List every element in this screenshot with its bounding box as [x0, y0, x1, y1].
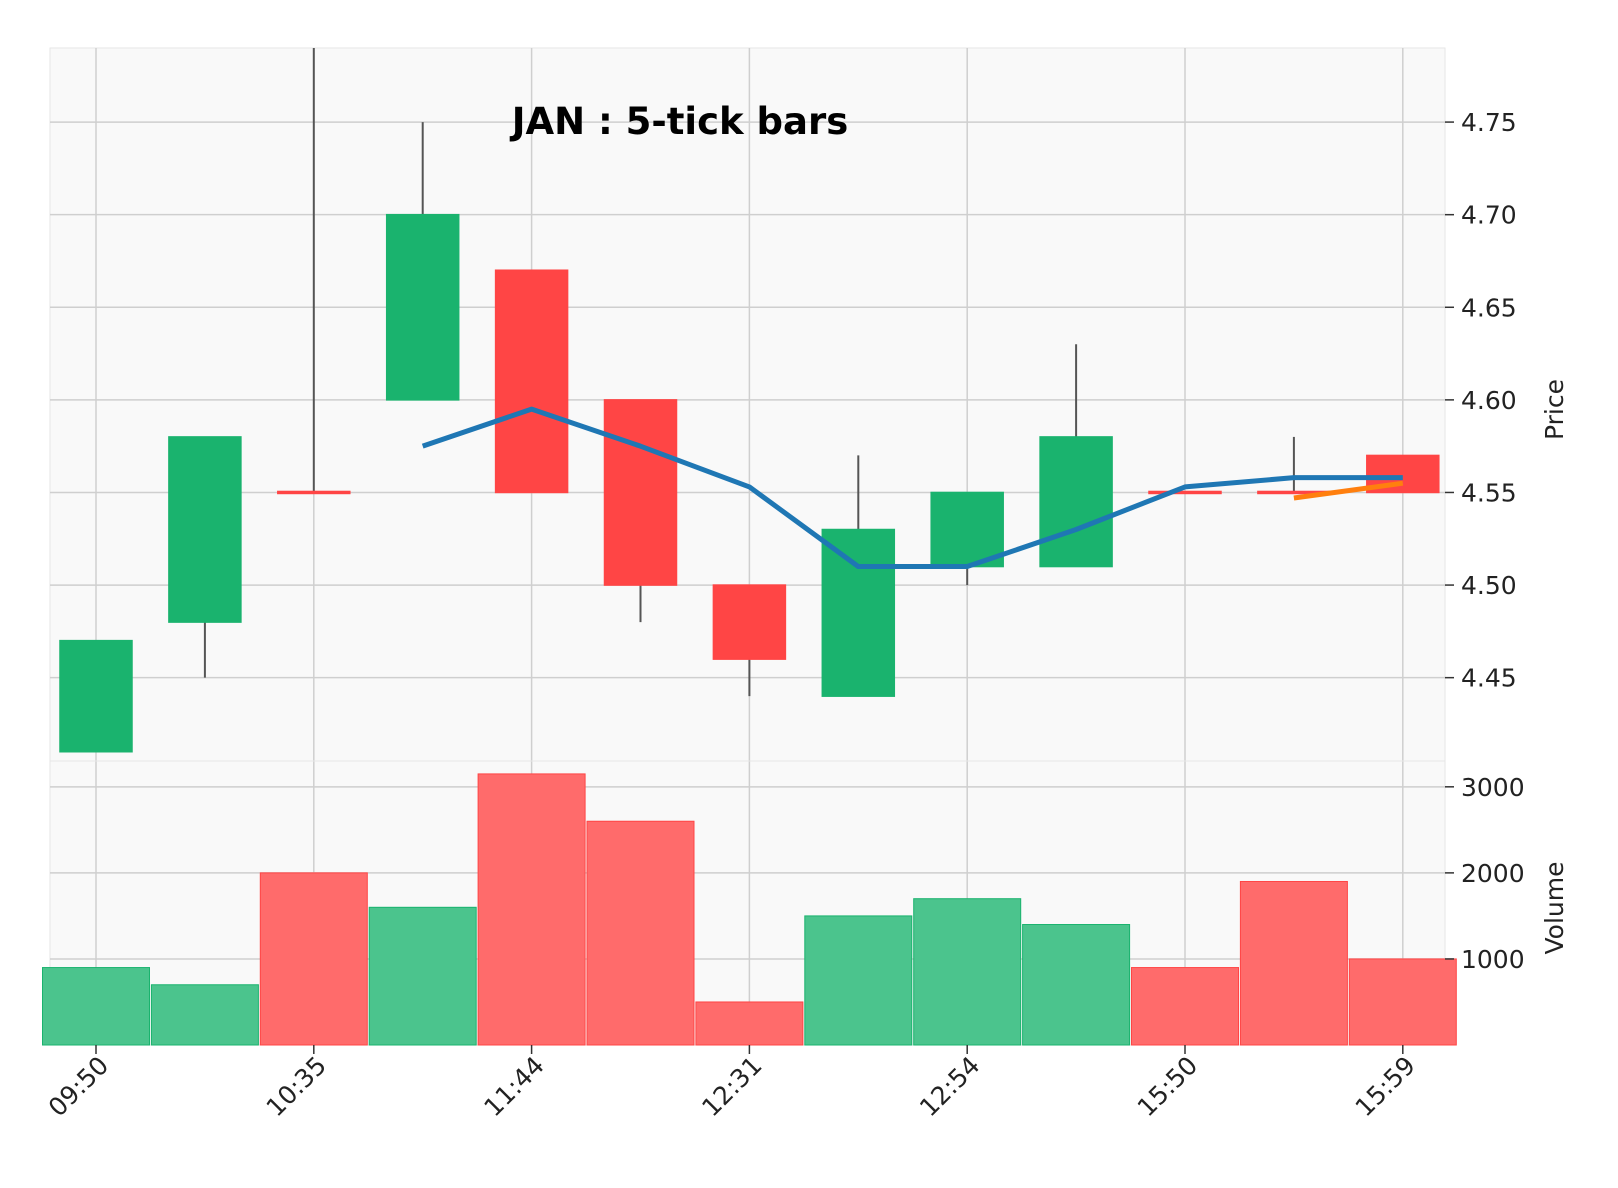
volume-bars — [42, 773, 1457, 1046]
x-tick-label: 12:31 — [696, 1051, 767, 1122]
volume-bar — [259, 872, 368, 1046]
volume-bar — [804, 915, 913, 1046]
candle-body — [385, 213, 460, 401]
volume-axis-label: Volume — [1540, 862, 1569, 955]
price-tick-label: 4.45 — [1461, 664, 1517, 693]
volume-bar — [1239, 880, 1348, 1046]
price-tick-label: 4.60 — [1461, 386, 1517, 415]
chart-title: JAN : 5-tick bars — [509, 100, 849, 143]
volume-bar — [1348, 958, 1457, 1046]
price-tick-label: 4.50 — [1461, 571, 1517, 600]
candle-body — [1039, 436, 1113, 568]
x-tick-label: 12:54 — [914, 1051, 985, 1122]
volume-tick-label: 3000 — [1461, 773, 1525, 802]
moving-average-line — [421, 406, 1403, 570]
candle-body — [712, 584, 787, 660]
volume-bar — [150, 984, 259, 1046]
volume-bar — [1131, 967, 1239, 1046]
moving-average-line — [1293, 480, 1404, 501]
candle-body — [603, 399, 678, 586]
price-axis-label: Price — [1540, 379, 1569, 440]
x-tick-label: 15:50 — [1132, 1051, 1203, 1122]
volume-tick-label: 1000 — [1461, 945, 1525, 974]
x-tick-label: 11:44 — [478, 1051, 549, 1122]
volume-bar — [695, 1001, 804, 1046]
x-tick-label: 10:35 — [261, 1051, 332, 1122]
candle-body — [277, 490, 351, 495]
candle-body — [168, 436, 242, 623]
volume-bar — [477, 773, 586, 1046]
candle-body — [494, 269, 569, 494]
candle-body — [821, 528, 896, 697]
candle-body — [59, 639, 133, 753]
price-tick-label: 4.55 — [1461, 478, 1517, 507]
volume-bar — [42, 967, 150, 1046]
price-tick-label: 4.65 — [1461, 293, 1517, 322]
x-tick-label: 15:59 — [1350, 1051, 1421, 1122]
x-tick-label: 09:50 — [43, 1051, 114, 1122]
grid-lines — [50, 48, 1445, 1045]
moving-average-lines — [421, 406, 1404, 570]
price-candles — [59, 48, 1440, 753]
volume-bar — [1022, 924, 1131, 1046]
volume-tick-label: 2000 — [1461, 859, 1525, 888]
candle-body — [930, 491, 1004, 568]
price-tick-label: 4.75 — [1461, 108, 1517, 137]
volume-bar — [913, 898, 1022, 1046]
candle-body — [1148, 490, 1222, 495]
volume-bar — [368, 906, 477, 1046]
price-tick-label: 4.70 — [1461, 201, 1517, 230]
chart-panel-background — [49, 47, 1446, 1046]
volume-bar — [586, 820, 695, 1046]
